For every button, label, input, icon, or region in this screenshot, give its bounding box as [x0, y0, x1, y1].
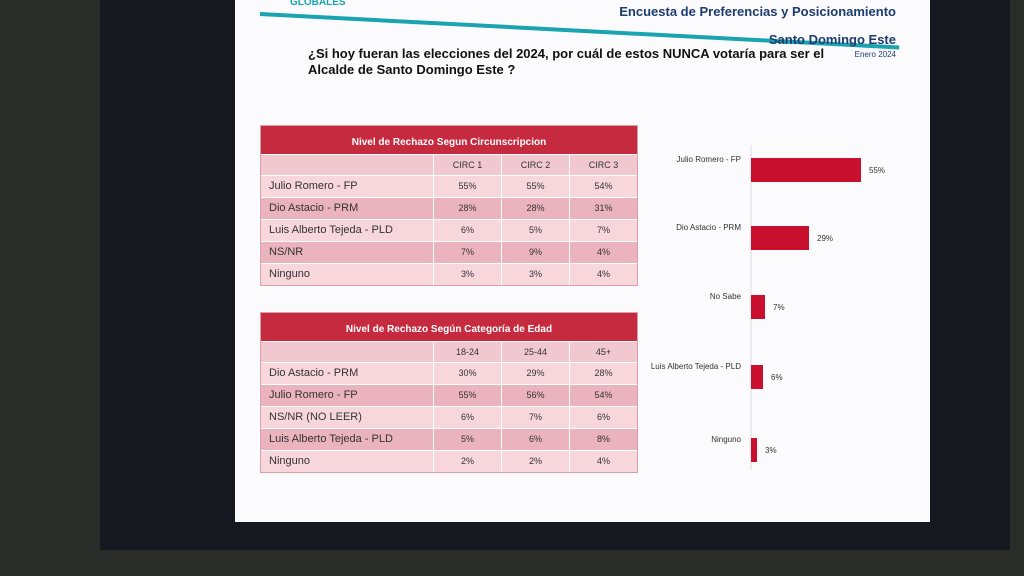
cell: 5% — [433, 429, 501, 450]
bar — [751, 365, 763, 389]
value-label: 29% — [817, 234, 833, 243]
cell: 31% — [569, 198, 637, 219]
cell: 6% — [569, 407, 637, 428]
category-label: Dio Astacio - PRM — [676, 223, 741, 232]
cell: 56% — [501, 385, 569, 406]
cell: 7% — [433, 242, 501, 263]
bar — [751, 226, 809, 250]
row-label: Dio Astacio - PRM — [269, 367, 359, 379]
row-label: Luis Alberto Tejeda - PLD — [269, 224, 393, 236]
cell: 7% — [569, 220, 637, 241]
cell: 3% — [433, 264, 501, 285]
category-label: Ninguno — [711, 435, 741, 444]
header-row: CIRC 1 CIRC 2 CIRC 3 — [261, 154, 637, 175]
cell: 6% — [433, 220, 501, 241]
cell: 5% — [501, 220, 569, 241]
cell: 6% — [433, 407, 501, 428]
cell: 2% — [433, 451, 501, 472]
cell: 9% — [501, 242, 569, 263]
logo: GLOBALES — [290, 0, 346, 8]
category-label: Luis Alberto Tejeda - PLD — [651, 362, 741, 371]
subtitle: Santo Domingo Este — [768, 32, 896, 47]
header-cell — [261, 155, 433, 175]
title: Encuesta de Preferencias y Posicionamien… — [619, 4, 896, 19]
column-header: 45+ — [569, 342, 637, 362]
cell: 55% — [501, 176, 569, 197]
table-title: Nivel de Rechazo Según Categoría de Edad — [261, 313, 637, 341]
table-row: Luis Alberto Tejeda - PLD 5% 6% 8% — [261, 428, 637, 450]
row-label: Dio Astacio - PRM — [269, 202, 359, 214]
value-label: 3% — [765, 446, 777, 455]
bar — [751, 438, 757, 462]
bar — [751, 158, 861, 182]
cell: 4% — [569, 242, 637, 263]
cell: 54% — [569, 176, 637, 197]
value-label: 7% — [773, 303, 785, 312]
header-cell — [261, 342, 433, 362]
column-header: CIRC 3 — [569, 155, 637, 175]
cell: 28% — [433, 198, 501, 219]
category-label: Julio Romero - FP — [677, 155, 741, 164]
cell: 3% — [501, 264, 569, 285]
table: Nivel de Rechazo Segun Circunscripcion CI… — [260, 125, 638, 286]
table-row: NS/NR (NO LEER) 6% 7% 6% — [261, 406, 637, 428]
table-row: Luis Alberto Tejeda - PLD 6% 5% 7% — [261, 219, 637, 241]
question: ¿Si hoy fueran las elecciones del 2024, … — [308, 46, 825, 77]
date: Enero 2024 — [854, 50, 896, 59]
cell: 4% — [569, 264, 637, 285]
cell: 29% — [501, 363, 569, 384]
column-header: 18-24 — [433, 342, 501, 362]
bar — [751, 295, 765, 319]
column-header: CIRC 1 — [433, 155, 501, 175]
row-label: Ninguno — [269, 455, 310, 467]
cell: 55% — [433, 385, 501, 406]
cell: 28% — [569, 363, 637, 384]
cell: 30% — [433, 363, 501, 384]
table-title: Nivel de Rechazo Segun Circunscripcion — [261, 126, 637, 154]
table-row: Julio Romero - FP 55% 55% 54% — [261, 175, 637, 197]
table-row: NS/NR 7% 9% 4% — [261, 241, 637, 263]
cell: 7% — [501, 407, 569, 428]
value-label: 6% — [771, 373, 783, 382]
row-label: NS/NR — [269, 246, 304, 258]
header-row: 18-24 25-44 45+ — [261, 341, 637, 362]
cell: 6% — [501, 429, 569, 450]
row-label: Julio Romero - FP — [269, 389, 358, 401]
table-row: Julio Romero - FP 55% 56% 54% — [261, 384, 637, 406]
value-label: 55% — [869, 166, 885, 175]
category-label: No Sabe — [710, 292, 742, 301]
cell: 4% — [569, 451, 637, 472]
row-label: Julio Romero - FP — [269, 180, 358, 192]
column-header: 25-44 — [501, 342, 569, 362]
table: Nivel de Rechazo Según Categoría de Edad… — [260, 312, 638, 473]
row-label: NS/NR (NO LEER) — [269, 411, 362, 423]
row-label: Ninguno — [269, 268, 310, 280]
table-row: Ninguno 3% 3% 4% — [261, 263, 637, 285]
table-row: Ninguno 2% 2% 4% — [261, 450, 637, 472]
table-row: Dio Astacio - PRM 30% 29% 28% — [261, 362, 637, 384]
cell: 54% — [569, 385, 637, 406]
table-row: Dio Astacio - PRM 28% 28% 31% — [261, 197, 637, 219]
cell: 28% — [501, 198, 569, 219]
row-label: Luis Alberto Tejeda - PLD — [269, 433, 393, 445]
column-header: CIRC 2 — [501, 155, 569, 175]
cell: 8% — [569, 429, 637, 450]
cell: 55% — [433, 176, 501, 197]
cell: 2% — [501, 451, 569, 472]
